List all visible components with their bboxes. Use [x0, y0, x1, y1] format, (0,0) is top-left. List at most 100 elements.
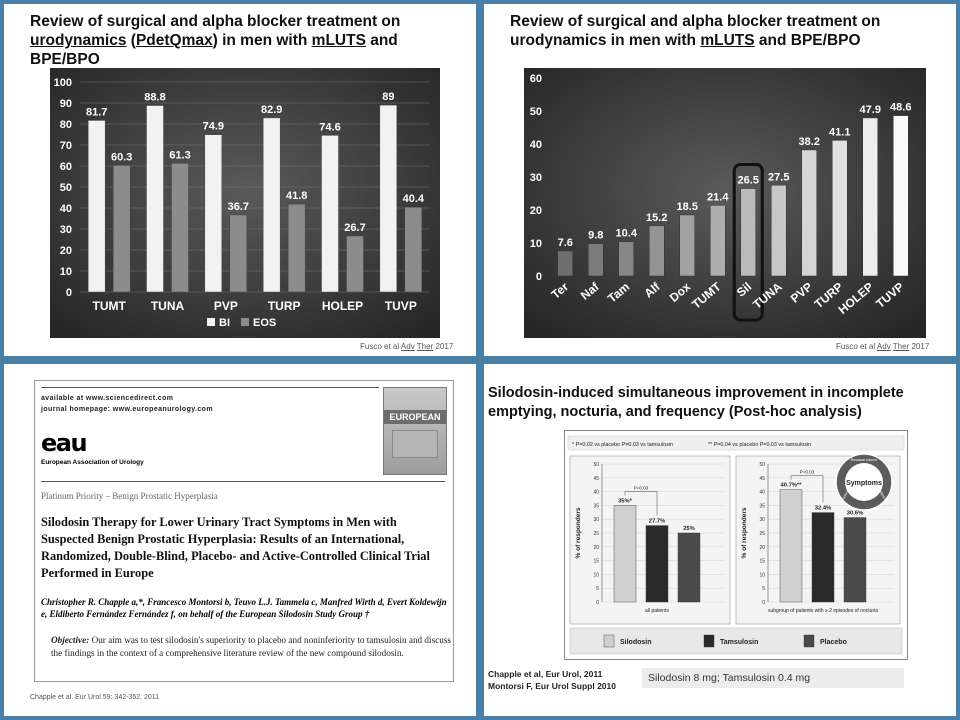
citation-line: Chapple et al, Eur Urol, 2011	[488, 669, 603, 679]
y-tick-label: 0	[66, 287, 72, 299]
dose-note: Silodosin 8 mg; Tamsulosin 0.4 mg	[642, 668, 904, 688]
citation-text: 2017	[909, 342, 930, 351]
title-text: PdetQmax	[135, 32, 213, 49]
chart-background	[524, 68, 926, 338]
legend-label: EOS	[253, 317, 276, 329]
sciencedirect-line: available at www.sciencedirect.com	[41, 395, 174, 402]
journal-cover: EUROPEAN	[383, 387, 447, 475]
y-tick-label: 40	[60, 203, 72, 215]
data-label: 18.5	[677, 201, 698, 213]
y-tick-label: 20	[530, 205, 542, 217]
bar	[679, 214, 695, 277]
y-tick-label: 35	[593, 503, 599, 509]
data-label: 41.1	[829, 126, 850, 138]
bar-eos	[346, 235, 364, 293]
y-tick-label: 10	[60, 266, 72, 278]
title-text: and	[365, 32, 398, 49]
title-text: Silodosin-induced simultaneous improveme…	[488, 385, 904, 401]
significance-bracket	[790, 475, 824, 503]
data-label: 21.4	[707, 191, 729, 203]
data-label: 35%*	[618, 498, 633, 504]
data-label: 40.7%**	[781, 483, 803, 489]
y-tick-label: 40	[530, 139, 542, 151]
bar	[740, 188, 756, 277]
article-objective: Objective: Our aim was to test silodosin…	[51, 634, 451, 660]
journal-homepage-line: journal homepage: www.europeanurology.co…	[41, 406, 213, 413]
data-label: 32.4%	[815, 506, 831, 512]
legend-label: Silodosin	[620, 639, 652, 646]
title-text: Review of surgical and alpha blocker tre…	[510, 13, 881, 30]
slide-panel-3[interactable]: available at www.sciencedirect.com journ…	[4, 364, 476, 716]
y-tick-label: 30	[593, 517, 599, 523]
data-label: 74.6	[319, 121, 340, 133]
y-tick-label: 20	[60, 245, 72, 257]
journal-cover-title: EUROPEAN	[384, 410, 446, 424]
y-tick-label: 0	[596, 600, 599, 606]
data-label: 47.9	[860, 104, 881, 116]
bar-eos	[171, 163, 189, 293]
y-tick-label: 90	[60, 98, 72, 110]
slide-title: Review of surgical and alpha blocker tre…	[30, 12, 450, 69]
data-label: 82.9	[261, 104, 282, 116]
y-tick-label: 45	[759, 476, 765, 482]
footnote-text: * P=0.02 vs placebo P=0.03 vs tamsulosin	[572, 442, 673, 448]
article-authors: Christopher R. Chapple a,*, Francesco Mo…	[41, 597, 447, 619]
y-tick-label: 10	[593, 572, 599, 578]
slide-panel-1[interactable]: Review of surgical and alpha blocker tre…	[4, 4, 476, 356]
title-text: Review of surgical and alpha blocker tre…	[30, 13, 401, 30]
divider	[41, 387, 379, 388]
data-label: 74.9	[203, 121, 224, 133]
slide-title: Review of surgical and alpha blocker tre…	[510, 12, 930, 50]
x-tick-label: PVP	[214, 299, 238, 313]
title-text: emptying, nocturia, and frequency (Post-…	[488, 404, 862, 420]
y-tick-label: 0	[536, 271, 542, 283]
y-tick-label: 60	[60, 161, 72, 173]
data-label: 48.6	[890, 102, 911, 114]
bar-chart-ranking: 01020304050607.6Ter9.8Naf10.4Tam15.2Alf1…	[524, 68, 926, 338]
symptoms-badge-core	[845, 463, 883, 501]
y-tick-label: 5	[596, 586, 599, 592]
title-text: and BPE/BPO	[754, 32, 861, 49]
responder-chart: * P=0.02 vs placebo P=0.03 vs tamsulosin…	[564, 430, 908, 660]
journal-cover-image	[392, 430, 438, 458]
legend-swatch	[803, 634, 815, 648]
bar-bi	[204, 134, 223, 293]
data-label: 7.6	[558, 237, 573, 249]
y-tick-label: 30	[759, 517, 765, 523]
bar-placebo	[677, 532, 701, 603]
bar	[618, 241, 634, 277]
data-label: 38.2	[799, 136, 820, 148]
x-tick-label: TUNA	[151, 299, 185, 313]
data-label: 26.7	[344, 222, 365, 234]
y-tick-label: 5	[762, 586, 765, 592]
data-label: 27.7%	[649, 519, 665, 525]
bar-eos	[404, 206, 423, 293]
eau-logo: eau	[41, 429, 88, 457]
article-category: Platinum Priority – Benign Prostatic Hyp…	[41, 491, 218, 501]
data-label: 10.4	[616, 228, 638, 240]
y-tick-label: 50	[593, 462, 599, 468]
y-tick-label: 30	[530, 172, 542, 184]
citation: Chapple et al, Eur Urol, 2011 Montorsi F…	[488, 668, 616, 692]
y-tick-label: 40	[759, 490, 765, 496]
bar	[893, 115, 909, 277]
data-label: 27.5	[768, 171, 789, 183]
title-text: urodynamics in men with	[510, 32, 701, 49]
citation-text: Fusco et al	[836, 342, 877, 351]
y-tick-label: 50	[60, 182, 72, 194]
title-text: (	[126, 32, 136, 49]
legend-swatch-eos	[241, 318, 249, 326]
x-tick-label: TUMT	[93, 299, 127, 313]
slide-panel-4[interactable]: Silodosin-induced simultaneous improveme…	[484, 364, 956, 716]
bar-silodosin	[779, 489, 803, 603]
data-label: 81.7	[86, 106, 107, 118]
bar	[588, 243, 604, 277]
y-tick-label: 10	[759, 572, 765, 578]
bar-placebo	[843, 517, 867, 603]
x-tick-label: TUVP	[385, 299, 417, 313]
slide-panel-2[interactable]: Review of surgical and alpha blocker tre…	[484, 4, 956, 356]
data-label: 88.8	[144, 92, 165, 104]
bar	[771, 185, 787, 277]
paper-abstract: available at www.sciencedirect.com journ…	[34, 380, 454, 682]
y-tick-label: 25	[593, 531, 599, 537]
